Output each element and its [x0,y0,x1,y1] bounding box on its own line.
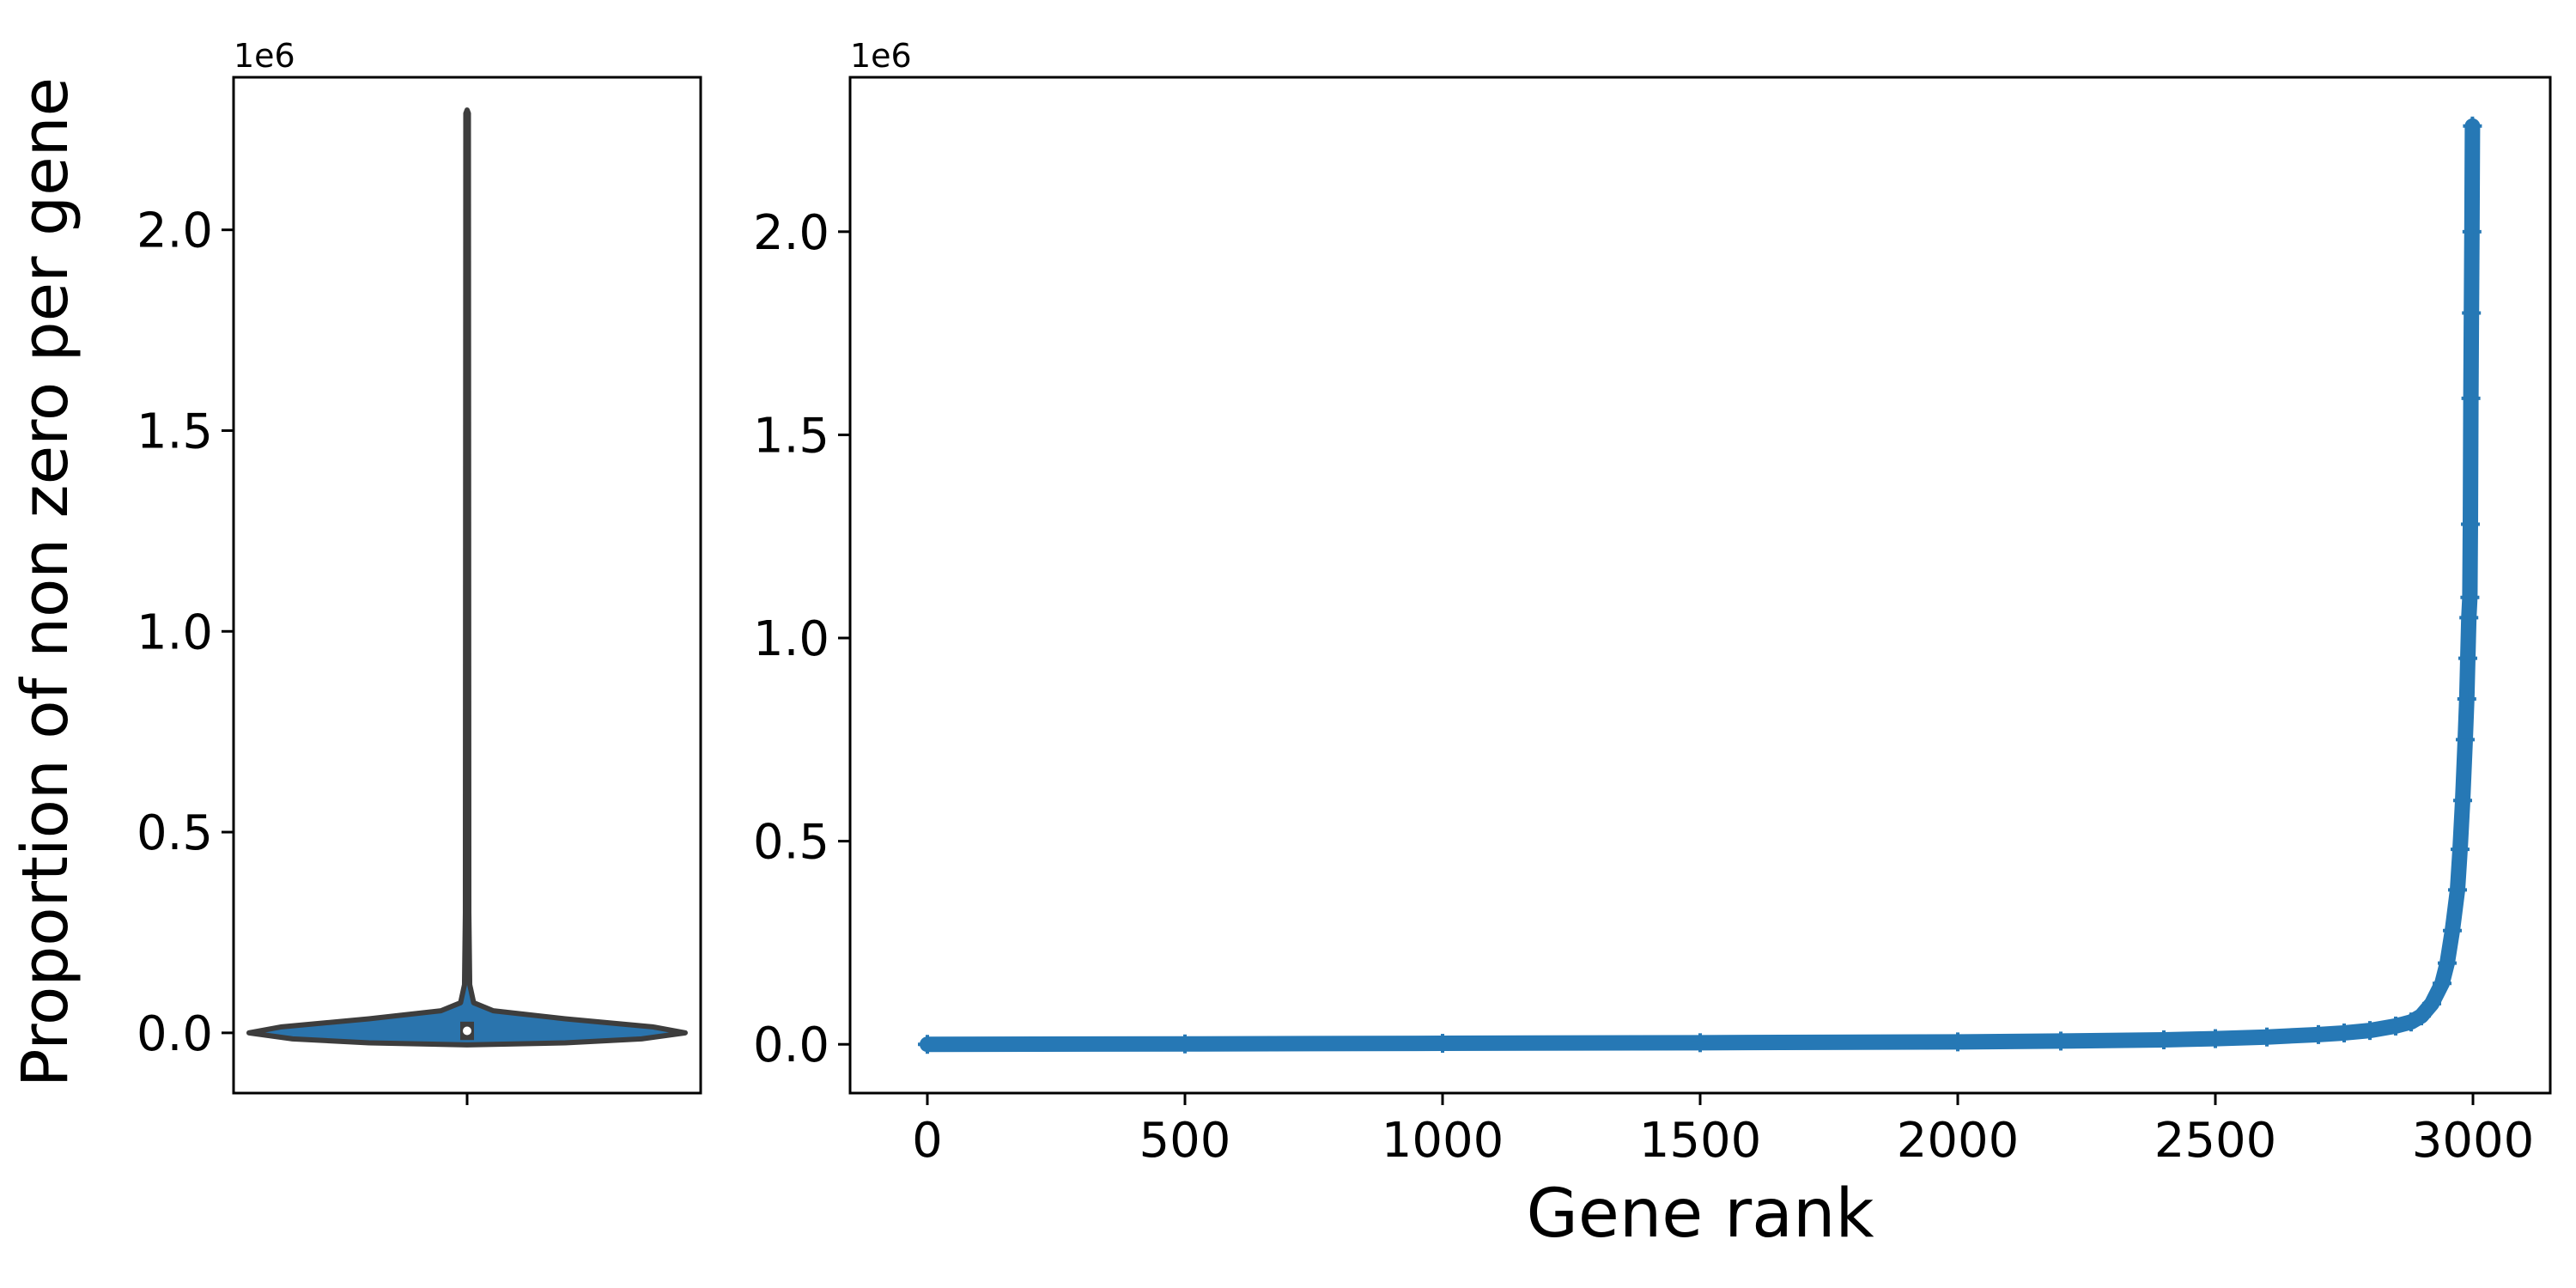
rank-point [2448,880,2467,900]
rank-x-tick-label: 2500 [2154,1113,2277,1169]
rank-point [2206,1029,2225,1048]
rank-point [2461,388,2481,408]
rank-point [2386,1016,2405,1036]
violin-y-tick-label: 2.0 [137,204,213,259]
rank-x-ticks: 0 500 1000 1500 2000 2500 3000 [912,1093,2534,1169]
rank-point [2461,514,2480,534]
rank-point [2360,1021,2379,1041]
rank-point [2460,587,2480,607]
rank-points [918,116,2482,1054]
violin-y-tick-label: 1.0 [137,605,213,660]
violin-y-tick-label: 1.5 [137,404,213,459]
violin-offset-label: 1e6 [234,37,295,75]
rank-panel: 0.0 0.5 1.0 1.5 2.0 0 500 1000 1500 2000 2500 3000… [753,37,2552,1253]
violin-y-ticks: 0.0 0.5 1.0 1.5 2.0 [137,204,234,1062]
rank-point [2457,689,2476,708]
rank-x-tick-label: 0 [912,1113,943,1169]
rank-point [2335,1023,2354,1042]
rank-y-tick-label: 0.0 [753,1018,829,1073]
rank-y-ticks: 0.0 0.5 1.0 1.5 2.0 [753,205,850,1073]
rank-axes-frame [848,76,2552,1095]
rank-x-tick-label: 1000 [1382,1113,1504,1169]
rank-x-tick-label: 3000 [2412,1113,2535,1169]
rank-x-tick-label: 500 [1139,1113,1231,1169]
violin-axes-frame [232,76,702,1095]
rank-point [2257,1027,2276,1047]
rank-point [2051,1031,2070,1051]
violin-panel: 0.0 0.5 1.0 1.5 2.0 1e6 Proportion of non ze… [9,37,702,1105]
rank-point [2462,303,2482,323]
rank-point [2433,974,2451,993]
rank-point [2453,791,2472,811]
violin-body [246,107,688,1048]
rank-point [2438,953,2457,973]
rank-y-tick-label: 1.5 [753,408,829,464]
rank-point [2422,993,2441,1013]
rank-point [2412,1006,2431,1026]
x-axis-label: Gene rank [1526,1176,1874,1253]
rank-y-tick-label: 2.0 [753,205,829,261]
rank-point [2154,1030,2173,1050]
violin-median-marker [463,1026,471,1036]
rank-x-tick-label: 1500 [1639,1113,1762,1169]
rank-series-line [920,118,2481,1053]
rank-x-tick-label: 2000 [1897,1113,2020,1169]
violin-y-tick-label: 0.0 [137,1006,213,1062]
rank-point [2451,840,2470,860]
rank-point [2456,730,2475,750]
rank-point [2443,920,2462,940]
rank-point [1691,1033,1710,1053]
rank-point [1433,1034,1452,1054]
violin-y-tick-label: 0.5 [137,805,213,861]
rank-point [2458,648,2477,668]
rank-point [2459,608,2479,628]
y-axis-label: Proportion of non zero per gene [9,77,82,1087]
violin-body-layer [246,107,688,1105]
rank-point [2309,1024,2328,1044]
rank-point [2462,222,2482,241]
rank-y-tick-label: 1.0 [753,611,829,667]
rank-point [2402,1012,2421,1032]
rank-y-tick-label: 0.5 [753,815,829,871]
rank-point [918,1035,937,1054]
rank-offset-label: 1e6 [850,37,912,75]
rank-point [1176,1034,1194,1054]
rank-point [1948,1032,1967,1052]
rank-point [2463,116,2482,136]
